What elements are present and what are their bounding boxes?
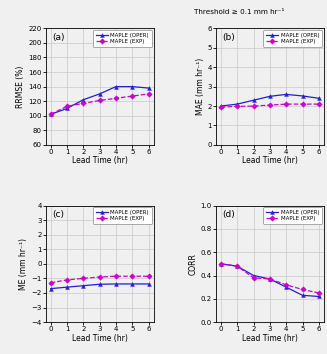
MAPLE (EXP) <box>114 96 118 101</box>
Line: MAPLE (OPER): MAPLE (OPER) <box>49 282 150 291</box>
MAPLE (EXP) <box>301 287 304 292</box>
MAPLE (OPER) <box>219 262 223 266</box>
X-axis label: Lead Time (hr): Lead Time (hr) <box>72 156 128 165</box>
MAPLE (EXP) <box>98 98 102 103</box>
MAPLE (OPER) <box>65 285 69 289</box>
MAPLE (EXP) <box>146 274 150 278</box>
MAPLE (EXP) <box>65 278 69 282</box>
MAPLE (EXP) <box>98 275 102 279</box>
Y-axis label: MAE (mm hr⁻¹): MAE (mm hr⁻¹) <box>196 58 205 115</box>
MAPLE (OPER) <box>49 112 53 116</box>
Text: (b): (b) <box>222 33 235 42</box>
MAPLE (EXP) <box>49 112 53 116</box>
MAPLE (EXP) <box>81 101 85 105</box>
MAPLE (EXP) <box>251 104 255 108</box>
Line: MAPLE (OPER): MAPLE (OPER) <box>49 85 150 116</box>
Y-axis label: ME (mm hr⁻¹): ME (mm hr⁻¹) <box>20 238 28 290</box>
Legend: MAPLE (OPER), MAPLE (EXP): MAPLE (OPER), MAPLE (EXP) <box>264 30 322 47</box>
Text: (a): (a) <box>52 33 65 42</box>
MAPLE (OPER) <box>146 282 150 286</box>
Y-axis label: RRMSE (%): RRMSE (%) <box>16 65 25 108</box>
MAPLE (OPER) <box>81 284 85 288</box>
MAPLE (OPER) <box>98 282 102 286</box>
MAPLE (EXP) <box>268 277 272 281</box>
MAPLE (EXP) <box>235 104 239 109</box>
MAPLE (EXP) <box>130 94 134 98</box>
MAPLE (EXP) <box>284 283 288 287</box>
MAPLE (EXP) <box>146 92 150 96</box>
MAPLE (OPER) <box>65 106 69 110</box>
MAPLE (EXP) <box>317 291 321 295</box>
MAPLE (OPER) <box>268 277 272 281</box>
MAPLE (OPER) <box>98 92 102 96</box>
MAPLE (EXP) <box>65 104 69 108</box>
X-axis label: Lead Time (hr): Lead Time (hr) <box>242 334 298 343</box>
MAPLE (EXP) <box>219 262 223 266</box>
MAPLE (EXP) <box>235 264 239 268</box>
Text: Threshold ≥ 0.1 mm hr⁻¹: Threshold ≥ 0.1 mm hr⁻¹ <box>194 9 284 15</box>
MAPLE (OPER) <box>251 98 255 102</box>
MAPLE (EXP) <box>114 274 118 278</box>
X-axis label: Lead Time (hr): Lead Time (hr) <box>72 334 128 343</box>
MAPLE (EXP) <box>81 276 85 280</box>
MAPLE (EXP) <box>49 281 53 285</box>
MAPLE (OPER) <box>284 92 288 97</box>
MAPLE (OPER) <box>130 282 134 286</box>
MAPLE (EXP) <box>301 102 304 106</box>
MAPLE (OPER) <box>284 285 288 289</box>
Legend: MAPLE (OPER), MAPLE (EXP): MAPLE (OPER), MAPLE (EXP) <box>93 30 152 47</box>
Line: MAPLE (EXP): MAPLE (EXP) <box>49 274 150 285</box>
MAPLE (EXP) <box>268 103 272 107</box>
MAPLE (OPER) <box>317 96 321 101</box>
MAPLE (EXP) <box>130 274 134 278</box>
MAPLE (OPER) <box>301 94 304 98</box>
Line: MAPLE (EXP): MAPLE (EXP) <box>219 102 321 109</box>
MAPLE (OPER) <box>130 85 134 89</box>
MAPLE (OPER) <box>235 102 239 106</box>
MAPLE (EXP) <box>284 102 288 106</box>
MAPLE (OPER) <box>219 104 223 108</box>
MAPLE (OPER) <box>114 282 118 286</box>
Y-axis label: CORR: CORR <box>189 253 198 275</box>
Line: MAPLE (OPER): MAPLE (OPER) <box>219 92 321 108</box>
MAPLE (OPER) <box>146 86 150 90</box>
MAPLE (OPER) <box>81 98 85 102</box>
Legend: MAPLE (OPER), MAPLE (EXP): MAPLE (OPER), MAPLE (EXP) <box>93 207 152 224</box>
MAPLE (EXP) <box>219 105 223 109</box>
Text: (d): (d) <box>222 210 235 219</box>
MAPLE (OPER) <box>114 85 118 89</box>
MAPLE (OPER) <box>235 264 239 268</box>
X-axis label: Lead Time (hr): Lead Time (hr) <box>242 156 298 165</box>
Legend: MAPLE (OPER), MAPLE (EXP): MAPLE (OPER), MAPLE (EXP) <box>264 207 322 224</box>
Line: MAPLE (EXP): MAPLE (EXP) <box>49 92 150 116</box>
MAPLE (EXP) <box>251 276 255 280</box>
Text: (c): (c) <box>52 210 64 219</box>
MAPLE (OPER) <box>317 295 321 299</box>
MAPLE (OPER) <box>49 286 53 291</box>
MAPLE (OPER) <box>251 273 255 278</box>
Line: MAPLE (EXP): MAPLE (EXP) <box>219 262 321 295</box>
MAPLE (EXP) <box>317 102 321 106</box>
Line: MAPLE (OPER): MAPLE (OPER) <box>219 262 321 298</box>
MAPLE (OPER) <box>301 293 304 297</box>
MAPLE (OPER) <box>268 94 272 98</box>
